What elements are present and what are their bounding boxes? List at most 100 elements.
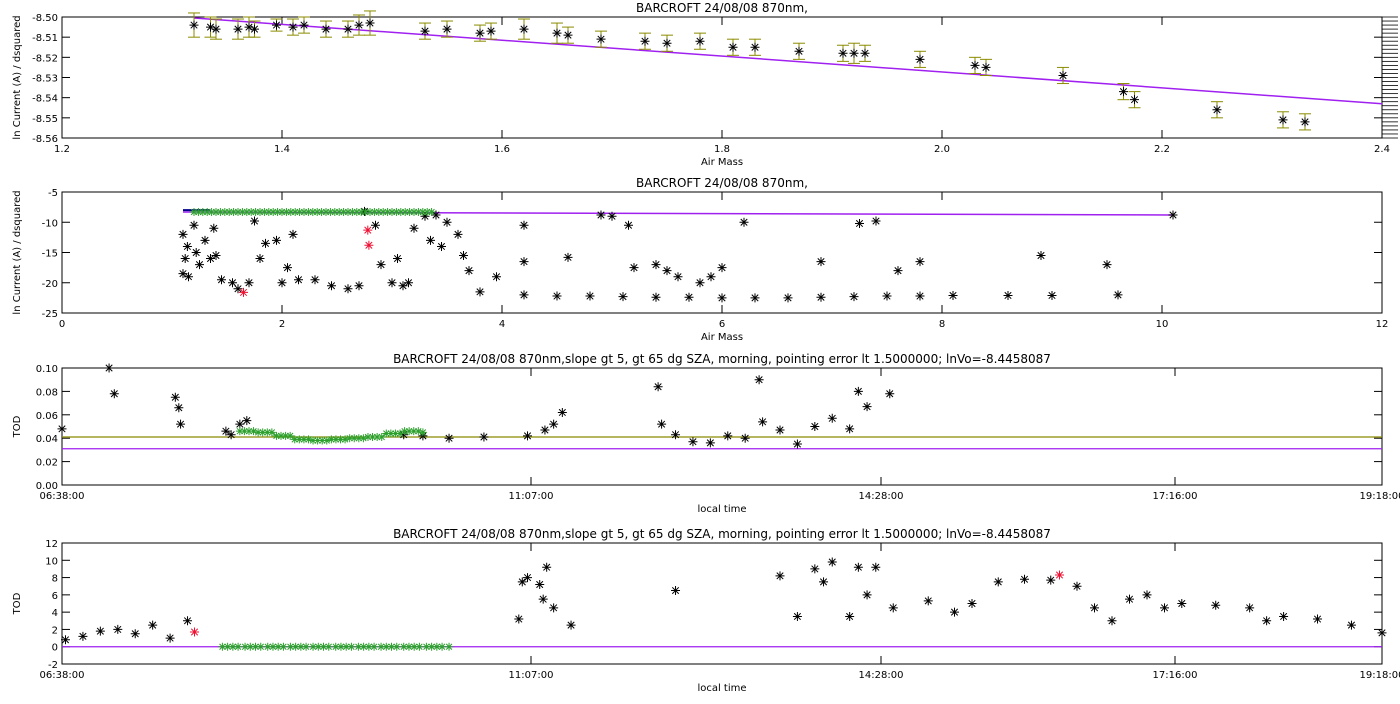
selected-point: [313, 436, 322, 445]
data-point: [442, 217, 452, 227]
data-point: [437, 241, 446, 251]
data-point: [321, 24, 331, 34]
data-point: [475, 28, 485, 38]
data-point: [387, 278, 397, 288]
data-point: [1313, 614, 1323, 624]
data-point: [283, 263, 292, 273]
selected-point: [359, 642, 368, 651]
data-point: [1300, 117, 1310, 127]
plot-frame-4: [61, 542, 1383, 665]
y-tick-label-1: -8.56: [32, 134, 58, 145]
data-point: [523, 431, 533, 441]
selected-point: [423, 207, 432, 216]
selected-point: [405, 207, 414, 216]
selected-point: [322, 436, 331, 445]
x-tick-label-2: 12: [1376, 319, 1389, 330]
data-point: [1072, 581, 1082, 591]
selected-point: [422, 642, 431, 651]
selected-point: [383, 207, 392, 216]
x-tick-label-1: 1.8: [714, 144, 730, 155]
data-point: [845, 424, 855, 434]
data-point: [170, 392, 180, 402]
y-axis-label-4: TOD: [12, 592, 23, 615]
selected-point: [234, 207, 242, 216]
data-point: [78, 631, 88, 641]
selected-point: [281, 431, 290, 440]
data-point: [1102, 260, 1112, 270]
selected-point: [304, 435, 313, 444]
data-point: [109, 389, 119, 399]
y-tick-label-1: -8.54: [32, 94, 58, 105]
selected-point: [410, 207, 418, 216]
data-point: [750, 293, 760, 303]
data-point: [404, 278, 413, 288]
selected-point: [229, 207, 238, 216]
data-point: [517, 577, 527, 587]
selected-point: [291, 207, 300, 216]
data-point: [221, 426, 231, 436]
data-point: [1262, 616, 1272, 626]
selected-point: [327, 435, 336, 444]
data-point: [792, 439, 802, 449]
data-point: [662, 266, 672, 276]
data-point: [233, 284, 243, 294]
selected-point: [234, 642, 243, 651]
y-tick-label-1: -8.53: [32, 74, 58, 85]
selected-point: [290, 435, 299, 444]
data-point: [596, 210, 606, 220]
data-point: [519, 24, 529, 34]
data-point: [862, 590, 872, 600]
data-point: [775, 425, 785, 435]
data-point: [206, 22, 215, 32]
selected-point: [377, 642, 386, 651]
selected-point: [373, 433, 382, 442]
data-point: [853, 386, 863, 396]
selected-point: [240, 427, 249, 436]
data-point: [327, 281, 336, 291]
selected-point: [359, 434, 368, 443]
selected-point: [414, 207, 423, 216]
selected-point: [354, 642, 363, 651]
x-tick-label-3: 17:16:00: [1153, 491, 1198, 502]
x-tick-label-2: 2: [279, 319, 285, 330]
data-point: [444, 433, 454, 443]
selected-point: [345, 434, 354, 443]
selected-point: [354, 434, 363, 443]
data-point: [775, 571, 785, 581]
data-point: [695, 278, 705, 288]
data-point: [1278, 115, 1288, 125]
selected-point: [357, 207, 366, 216]
x-tick-label-4: 17:16:00: [1153, 670, 1198, 681]
data-point: [354, 281, 364, 291]
selected-point: [388, 207, 396, 216]
selected-point: [400, 427, 409, 436]
data-point: [519, 220, 529, 230]
plot-frame-1: [61, 16, 1383, 139]
x-tick-label-1: 1.4: [274, 144, 290, 155]
y-tick-label-1: -8.51: [32, 33, 58, 44]
data-point: [211, 251, 221, 261]
selected-point: [387, 642, 396, 651]
selected-point: [335, 207, 344, 216]
selected-point: [228, 642, 237, 651]
data-point: [431, 210, 441, 220]
data-point: [739, 217, 749, 227]
selected-point: [302, 642, 311, 651]
data-point: [563, 30, 573, 40]
selected-point: [405, 427, 414, 436]
selected-point: [432, 642, 441, 651]
data-point: [95, 626, 105, 636]
data-point: [420, 211, 430, 221]
data-point: [838, 48, 848, 58]
selected-point: [317, 207, 326, 216]
data-point: [855, 218, 864, 228]
data-point: [1279, 611, 1289, 621]
y-tick-label-3: 0.10: [36, 364, 58, 375]
selected-point: [370, 207, 379, 216]
data-point: [250, 24, 259, 34]
data-point: [242, 416, 252, 426]
data-point: [250, 216, 259, 226]
x-tick-label-1: 2.4: [1374, 144, 1390, 155]
data-point: [178, 229, 188, 239]
y-tick-label-4: 2: [52, 625, 58, 636]
